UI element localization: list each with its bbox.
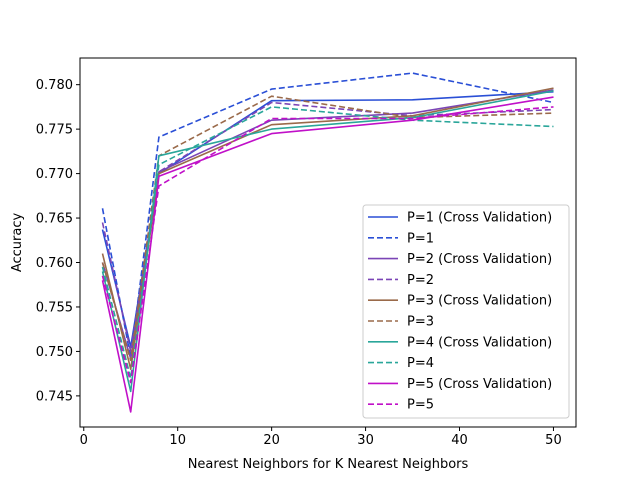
legend-label: P=5 (Cross Validation) [407,377,552,392]
y-tick-label: 0.770 [36,167,73,182]
x-axis-ticks: 0 10 20 30 40 50 [80,427,562,448]
x-tick-label: 0 [80,433,88,448]
x-tick-label: 20 [263,433,280,448]
series-line-p-4 [101,106,554,379]
y-tick-label: 0.780 [36,78,73,93]
y-axis-ticks: 0.745 0.750 0.755 0.760 0.765 0.770 0.775 0.780 [36,78,80,404]
legend-item-p-5: P=5 [368,398,434,413]
legend-label: P=2 (Cross Validation) [407,252,552,267]
legend-label: P=5 [407,398,434,413]
legend-frame [362,204,570,419]
legend-item-p-3-cross-validation: P=3 (Cross Validation) [368,294,552,309]
legend-item-p-4-cross-validation: P=4 (Cross Validation) [368,335,552,350]
y-tick-label: 0.760 [36,256,73,271]
legend-item-p-1-cross-validation: P=1 (Cross Validation) [368,211,552,226]
y-tick-label: 0.745 [36,389,73,404]
y-tick-label: 0.755 [36,300,73,315]
legend-label: P=1 (Cross Validation) [407,211,552,226]
legend: P=1 (Cross Validation) P=1 P=2 (Cross Vali… [362,204,570,419]
legend-label: P=3 [407,315,434,330]
plot-frame [79,57,577,428]
legend-label: P=4 [407,356,434,371]
x-tick-label: 50 [545,433,562,448]
y-tick-label: 0.775 [36,123,73,138]
legend-items: P=1 (Cross Validation) P=1 P=2 (Cross Vali… [368,211,552,413]
x-tick-label: 40 [451,433,468,448]
legend-label: P=1 [407,231,434,246]
x-tick-label: 10 [169,433,186,448]
series-line-p-4-cross-validation [101,90,554,393]
legend-item-p-3: P=3 [368,315,434,330]
y-tick-label: 0.750 [36,345,73,360]
x-tick-label: 30 [357,433,374,448]
legend-item-p-4: P=4 [368,356,434,371]
legend-label: P=4 (Cross Validation) [407,335,552,350]
series-line-p-3-cross-validation [101,87,554,371]
legend-item-p-5-cross-validation: P=5 (Cross Validation) [368,377,552,392]
legend-item-p-1: P=1 [368,231,434,246]
legend-item-p-2: P=2 [368,273,434,288]
plot-lines [101,72,554,413]
series-line-p-2 [101,101,554,353]
legend-label: P=2 [407,273,434,288]
x-axis-label: Nearest Neighbors for K Nearest Neighbor… [188,457,469,472]
series-line-p-5 [101,106,554,384]
y-axis-label: Accuracy [10,213,25,273]
legend-label: P=3 (Cross Validation) [407,294,552,309]
series-line-p-3 [101,95,554,362]
legend-item-p-2-cross-validation: P=2 (Cross Validation) [368,252,552,267]
y-tick-label: 0.765 [36,212,73,227]
